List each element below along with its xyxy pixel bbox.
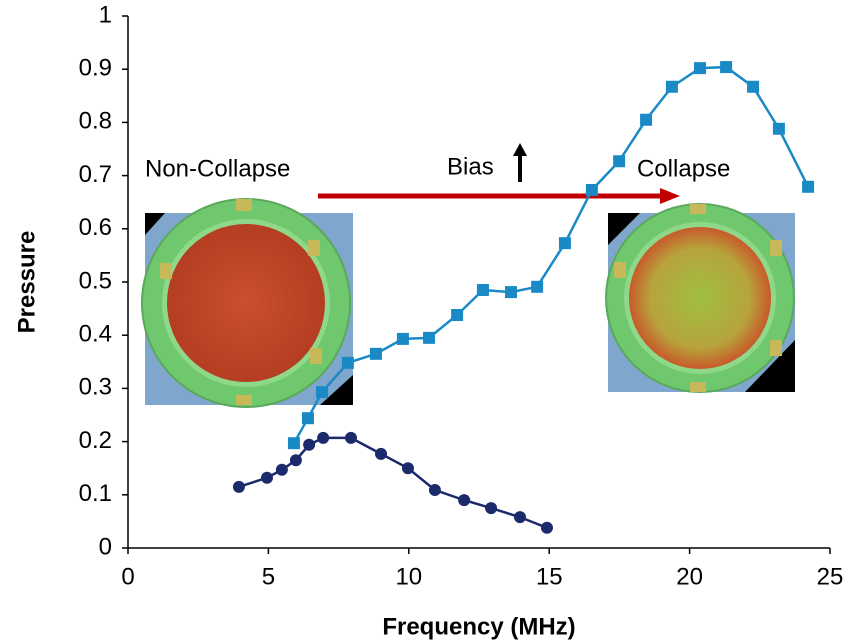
- y-axis-title: Pressure: [13, 231, 40, 334]
- annotation-collapse: Collapse: [637, 155, 730, 182]
- point: [397, 333, 409, 345]
- point: [747, 81, 759, 93]
- point: [541, 522, 553, 534]
- y-tick-label: 1: [99, 1, 112, 28]
- image-non-collapse: [142, 199, 353, 407]
- point: [345, 432, 357, 444]
- bias-up-arrow: [513, 143, 527, 182]
- y-tick-label: 0.1: [79, 480, 112, 507]
- point: [302, 412, 314, 424]
- image-collapse: [606, 204, 795, 392]
- point: [586, 184, 598, 196]
- point: [342, 357, 354, 369]
- x-axis-title: Frequency (MHz): [382, 613, 575, 640]
- y-tick-label: 0.5: [79, 267, 112, 294]
- y-tick-label: 0.9: [79, 55, 112, 82]
- point: [288, 437, 300, 449]
- y-tick-label: 0.4: [79, 321, 112, 348]
- point: [773, 123, 785, 135]
- point: [370, 348, 382, 360]
- point: [802, 181, 814, 193]
- x-tick-label: 5: [262, 563, 275, 590]
- y-tick-label: 0.6: [79, 214, 112, 241]
- point: [640, 114, 652, 126]
- annotation-non-collapse: Non-Collapse: [145, 155, 290, 182]
- point: [233, 481, 245, 493]
- point: [477, 284, 489, 296]
- y-tick-label: 0.2: [79, 427, 112, 454]
- point: [261, 472, 273, 484]
- point: [613, 155, 625, 167]
- bias-arrow: [318, 188, 680, 204]
- point: [451, 309, 463, 321]
- y-tick-label: 0.3: [79, 374, 112, 401]
- x-tick-label: 25: [817, 563, 844, 590]
- y-tick-label: 0: [99, 533, 112, 560]
- point: [694, 62, 706, 74]
- x-tick-label: 20: [676, 563, 703, 590]
- point: [666, 81, 678, 93]
- point: [423, 332, 435, 344]
- point: [531, 281, 543, 293]
- chart: Non-Collapse Bias Collapse Frequency (MH…: [0, 0, 857, 644]
- point: [303, 439, 315, 451]
- point: [485, 502, 497, 514]
- point: [505, 286, 517, 298]
- point: [514, 511, 526, 523]
- y-tick-label: 0.8: [79, 108, 112, 135]
- point: [720, 61, 732, 73]
- annotation-bias: Bias: [447, 153, 494, 180]
- point: [290, 454, 302, 466]
- point: [402, 462, 414, 474]
- point: [559, 237, 571, 249]
- y-tick-label: 0.7: [79, 161, 112, 188]
- point: [317, 432, 329, 444]
- point: [276, 464, 288, 476]
- x-tick-label: 15: [536, 563, 563, 590]
- series-line: [239, 438, 547, 528]
- x-tick-label: 10: [395, 563, 422, 590]
- x-tick-label: 0: [121, 563, 134, 590]
- point: [429, 484, 441, 496]
- point: [316, 386, 328, 398]
- page: {"chart_data": { "type": "line", "x_labe…: [0, 0, 857, 644]
- point: [458, 494, 470, 506]
- point: [375, 448, 387, 460]
